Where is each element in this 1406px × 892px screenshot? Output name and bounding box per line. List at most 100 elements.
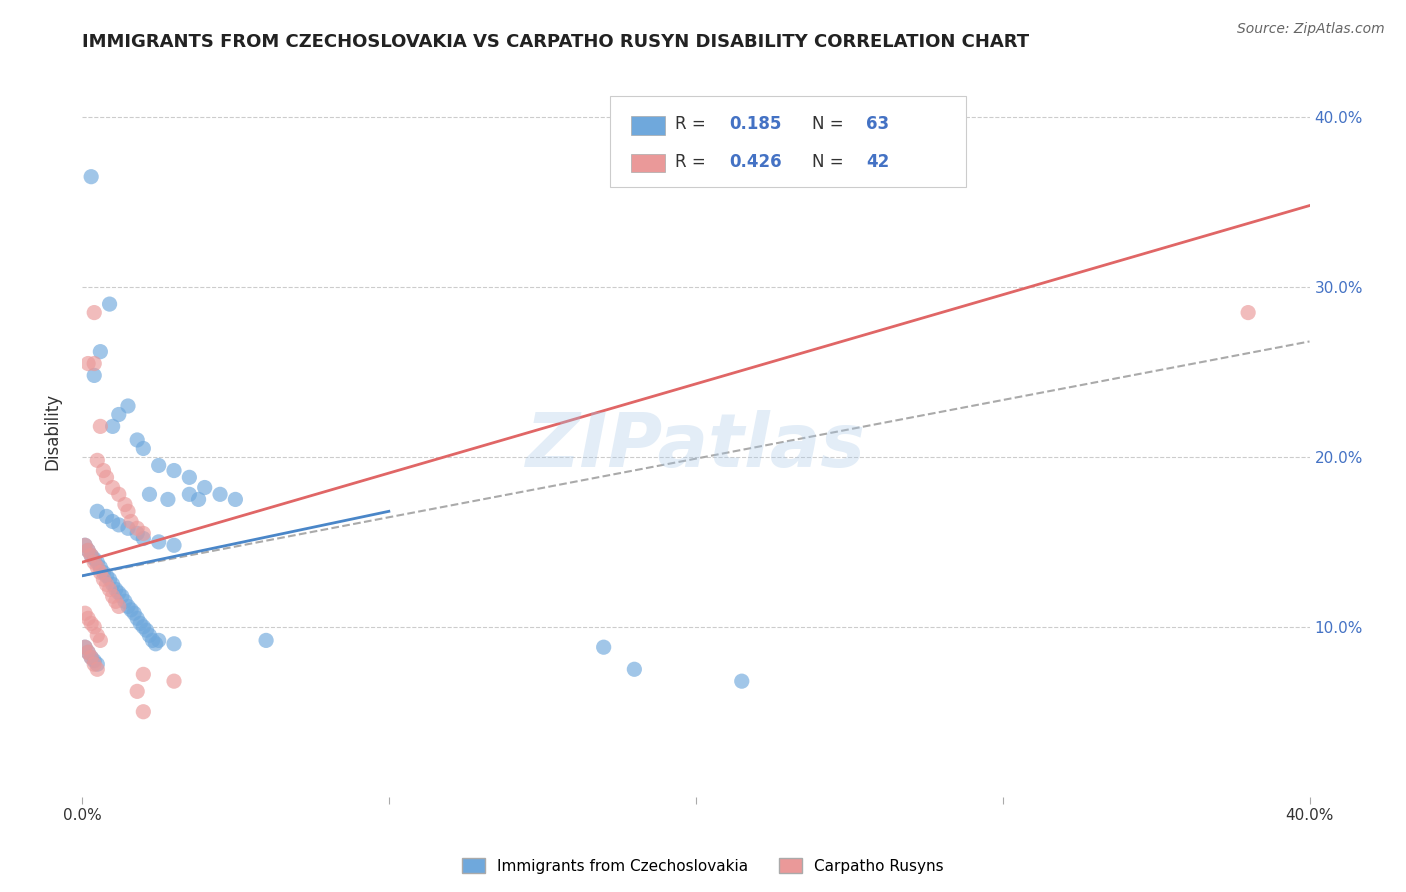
Point bbox=[101, 419, 124, 434]
Point bbox=[132, 667, 155, 681]
FancyBboxPatch shape bbox=[610, 95, 966, 186]
Text: N =: N = bbox=[813, 115, 849, 133]
Point bbox=[156, 492, 179, 507]
Y-axis label: Disability: Disability bbox=[44, 392, 60, 470]
Point bbox=[83, 654, 105, 668]
Bar bbox=[631, 116, 665, 135]
Point bbox=[132, 620, 155, 634]
Point bbox=[77, 645, 100, 659]
Point bbox=[89, 560, 111, 574]
Point bbox=[77, 357, 100, 371]
Point bbox=[73, 640, 96, 655]
Point bbox=[86, 504, 108, 518]
Point bbox=[127, 526, 149, 541]
Point bbox=[107, 408, 129, 422]
Point bbox=[132, 526, 155, 541]
Point bbox=[132, 442, 155, 456]
Text: Source: ZipAtlas.com: Source: ZipAtlas.com bbox=[1237, 22, 1385, 37]
Point bbox=[98, 572, 121, 586]
Point bbox=[148, 633, 170, 648]
Point bbox=[127, 521, 149, 535]
Point bbox=[107, 586, 129, 600]
Point bbox=[77, 543, 100, 558]
Point bbox=[163, 538, 186, 552]
Point bbox=[80, 650, 103, 665]
Point bbox=[93, 566, 115, 580]
Point bbox=[80, 549, 103, 563]
Point bbox=[1237, 305, 1260, 319]
Point bbox=[80, 616, 103, 631]
Point bbox=[86, 560, 108, 574]
Point bbox=[101, 515, 124, 529]
Point bbox=[135, 624, 157, 638]
Point bbox=[138, 487, 160, 501]
Point bbox=[86, 662, 108, 676]
Point bbox=[83, 620, 105, 634]
Point bbox=[120, 515, 142, 529]
Point bbox=[73, 606, 96, 620]
Point bbox=[80, 650, 103, 665]
Point bbox=[254, 633, 277, 648]
Point bbox=[83, 357, 105, 371]
Point bbox=[93, 464, 115, 478]
Point bbox=[117, 399, 139, 413]
Point bbox=[83, 305, 105, 319]
Point bbox=[145, 637, 167, 651]
Point bbox=[623, 662, 645, 676]
Point bbox=[77, 543, 100, 558]
Point bbox=[148, 458, 170, 473]
Point bbox=[96, 577, 118, 591]
Point bbox=[107, 517, 129, 532]
Point bbox=[117, 599, 139, 614]
Point bbox=[132, 532, 155, 546]
Point bbox=[209, 487, 232, 501]
Point bbox=[73, 640, 96, 655]
Point bbox=[179, 470, 201, 484]
Point bbox=[731, 674, 754, 689]
Point bbox=[122, 606, 145, 620]
Point bbox=[96, 470, 118, 484]
Point bbox=[80, 169, 103, 184]
Point bbox=[120, 603, 142, 617]
Point bbox=[83, 555, 105, 569]
Text: 0.426: 0.426 bbox=[728, 153, 782, 171]
Legend: Immigrants from Czechoslovakia, Carpatho Rusyns: Immigrants from Czechoslovakia, Carpatho… bbox=[456, 852, 950, 880]
Text: R =: R = bbox=[675, 115, 711, 133]
Point bbox=[89, 419, 111, 434]
Point bbox=[107, 599, 129, 614]
Point bbox=[117, 521, 139, 535]
Point bbox=[111, 589, 134, 603]
Point bbox=[96, 569, 118, 583]
Point bbox=[163, 637, 186, 651]
Text: N =: N = bbox=[813, 153, 849, 171]
Point bbox=[101, 577, 124, 591]
Point bbox=[101, 481, 124, 495]
Point bbox=[86, 555, 108, 569]
Text: 0.185: 0.185 bbox=[728, 115, 782, 133]
Point bbox=[89, 633, 111, 648]
Point bbox=[187, 492, 209, 507]
Point bbox=[89, 344, 111, 359]
Text: R =: R = bbox=[675, 153, 711, 171]
Point bbox=[104, 594, 127, 608]
Text: ZIPatlas: ZIPatlas bbox=[526, 409, 866, 483]
Point bbox=[83, 368, 105, 383]
Point bbox=[93, 572, 115, 586]
Point bbox=[89, 566, 111, 580]
Point bbox=[592, 640, 614, 655]
Point bbox=[132, 705, 155, 719]
Point bbox=[179, 487, 201, 501]
Point bbox=[73, 538, 96, 552]
Point bbox=[127, 684, 149, 698]
Point bbox=[83, 657, 105, 672]
Point bbox=[96, 509, 118, 524]
Point bbox=[98, 582, 121, 597]
Point bbox=[77, 645, 100, 659]
Point bbox=[224, 492, 246, 507]
Point bbox=[127, 433, 149, 447]
Point bbox=[163, 464, 186, 478]
Point bbox=[80, 549, 103, 563]
Text: 42: 42 bbox=[866, 153, 890, 171]
Point bbox=[127, 611, 149, 625]
Point bbox=[86, 657, 108, 672]
